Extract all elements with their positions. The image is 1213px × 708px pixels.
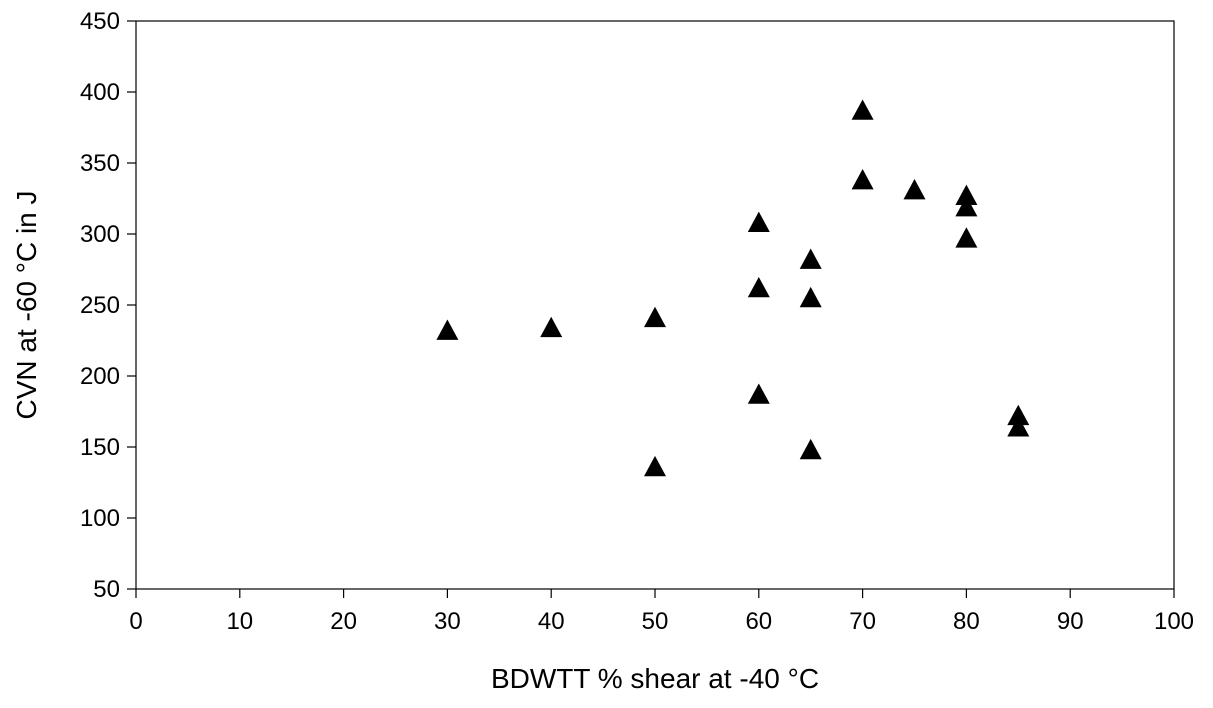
y-tick-label: 200 — [80, 363, 120, 390]
axes — [127, 20, 1175, 598]
y-tick-label: 450 — [80, 8, 120, 35]
scatter-point — [903, 178, 926, 200]
scatter-point — [955, 196, 978, 217]
scatter-point — [1007, 416, 1030, 437]
y-tick-label: 400 — [80, 79, 120, 106]
scatter-point — [644, 455, 666, 477]
x-axis-title: BDWTT % shear at -40 °C — [491, 663, 819, 694]
scatter-point — [747, 276, 770, 298]
y-tick-label: 350 — [80, 150, 120, 177]
x-tick-label: 10 — [226, 608, 253, 635]
data-points — [436, 99, 1030, 477]
scatter-point — [1007, 404, 1030, 426]
x-tick-label: 20 — [330, 608, 357, 635]
y-tick-label: 150 — [80, 434, 120, 461]
y-tick-label: 300 — [80, 221, 120, 248]
y-tick-label: 50 — [93, 576, 120, 603]
x-tick-label: 100 — [1154, 608, 1194, 635]
x-tick-label: 60 — [745, 608, 772, 635]
scatter-point — [644, 306, 666, 328]
x-tick-label: 40 — [538, 608, 565, 635]
scatter-point — [955, 227, 978, 248]
x-tick-label: 30 — [434, 608, 461, 635]
scatter-point — [540, 316, 563, 338]
x-tick-label: 90 — [1057, 608, 1084, 635]
scatter-point — [747, 211, 770, 232]
y-axis-title: CVN at -60 °C in J — [11, 190, 42, 419]
scatter-point — [799, 438, 822, 460]
scatter-point — [436, 319, 459, 340]
x-tick-label: 80 — [953, 608, 980, 635]
scatter-point — [799, 286, 822, 308]
scatter-point — [955, 184, 978, 206]
scatter-point — [799, 248, 822, 269]
x-tick-label: 50 — [642, 608, 669, 635]
y-tick-label: 100 — [80, 505, 120, 532]
x-tick-label: 70 — [849, 608, 876, 635]
scatter-point — [851, 99, 874, 120]
tick-labels: 0 10 20 30 40 50 60 70 80 90 100 50 100 150 200 250 300 3… — [80, 8, 1194, 635]
plot-frame — [135, 20, 1175, 590]
scatter-point — [851, 169, 874, 190]
x-tick-label: 0 — [129, 608, 142, 635]
y-tick-label: 250 — [80, 292, 120, 319]
scatter-point — [747, 383, 770, 404]
